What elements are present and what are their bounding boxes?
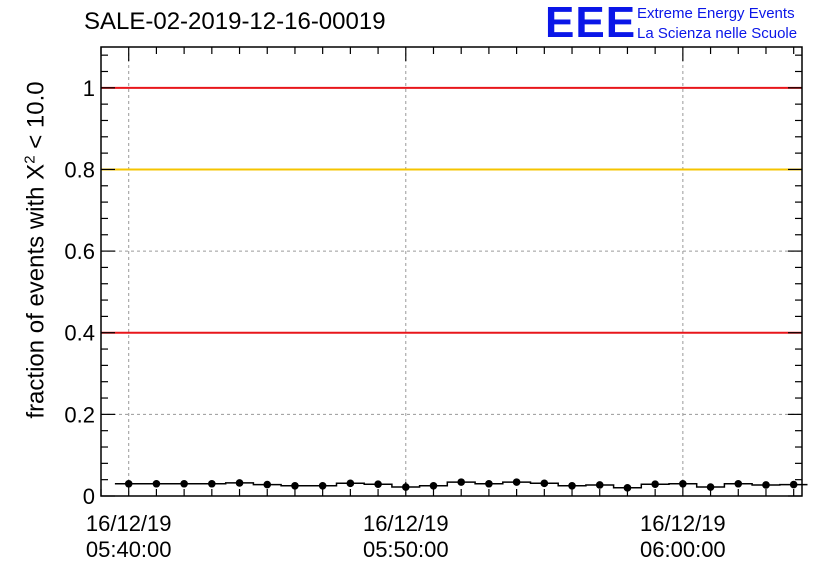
data-point [540, 479, 549, 488]
x-tick-time-label: 05:50:00 [363, 537, 449, 562]
axis-ticks [100, 47, 802, 497]
y-tick-label: 0.2 [64, 402, 95, 427]
data-point [429, 481, 438, 490]
data-point [235, 479, 244, 487]
data-point [651, 480, 659, 488]
grid-lines [101, 47, 802, 496]
data-point [346, 479, 355, 488]
data-point [512, 478, 521, 486]
reference-lines [101, 86, 802, 334]
data-point [595, 481, 604, 489]
y-axis-label-exponent: 2 [21, 155, 39, 164]
eee-logo-mark: EEE [545, 0, 637, 47]
x-tick-date-label: 16/12/19 [640, 511, 726, 536]
logo-line-2: La Scienza nelle Scuole [637, 25, 798, 42]
data-point [318, 481, 327, 490]
data-point [180, 479, 188, 488]
data-point [457, 478, 465, 486]
data-point [291, 481, 299, 490]
data-point [152, 479, 161, 488]
x-tick-time-label: 05:40:00 [86, 537, 172, 562]
y-tick-label: 0 [83, 484, 95, 509]
y-axis-label: fraction of events with X2 < 10.0 [22, 81, 51, 418]
logo-line-1: Extreme Energy Events [637, 5, 795, 22]
y-tick-label: 0.4 [64, 321, 95, 346]
y-tick-label: 1 [83, 76, 95, 101]
y-tick-label: 0.8 [64, 157, 95, 182]
chart-title: SALE-02-2019-12-16-00019 [84, 8, 386, 35]
data-point [623, 484, 632, 492]
data-point [263, 480, 272, 489]
y-axis-label-prefix: fraction of events with X [22, 163, 50, 419]
data-point [374, 480, 382, 488]
x-tick-date-label: 16/12/19 [363, 511, 449, 536]
x-tick-date-label: 16/12/19 [86, 511, 172, 536]
data-point [734, 479, 743, 488]
x-tick-time-label: 06:00:00 [640, 537, 726, 562]
axes-frame [100, 46, 803, 497]
data-point [706, 483, 715, 491]
data-point [789, 480, 798, 489]
data-point [568, 481, 576, 490]
data-series [114, 478, 808, 492]
y-axis-label-suffix: < 10.0 [22, 81, 50, 156]
data-point [208, 479, 216, 488]
tick-labels: 00.20.40.60.8116/12/1905:40:0016/12/1905… [64, 76, 725, 562]
plot-frame [100, 46, 803, 497]
y-tick-label: 0.6 [64, 239, 95, 264]
data-point [762, 481, 770, 489]
data-point [485, 479, 493, 488]
